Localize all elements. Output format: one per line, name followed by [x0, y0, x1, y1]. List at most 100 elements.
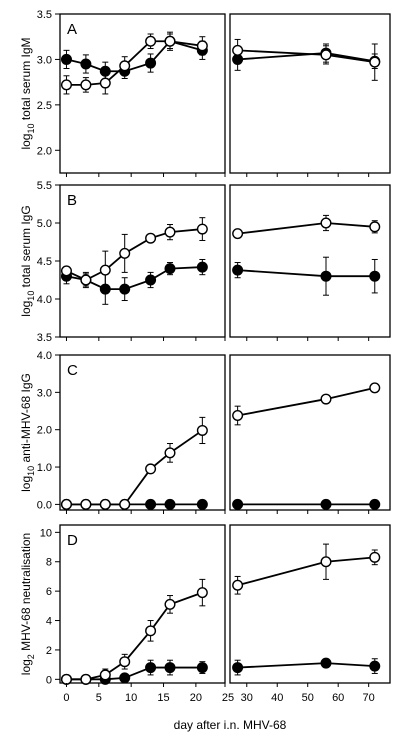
panel-a-open-point: [145, 35, 157, 47]
panel-a-ylabel: log10 total serum IgM: [19, 37, 36, 149]
panel-a-open-point: [232, 44, 244, 56]
panel-b-filled-point: [119, 283, 131, 295]
panel-b-open-point: [119, 247, 131, 259]
panel-a-open-point: [119, 60, 131, 72]
panel-a-ytick-label: 3.5: [37, 9, 52, 21]
x-tick-label: 10: [125, 692, 137, 704]
x-tick-label: 25: [222, 692, 234, 704]
panel-d-letter: D: [67, 532, 78, 549]
x-tick-label: 30: [241, 692, 253, 704]
panel-c-right-frame: [229, 354, 391, 511]
panel-d-open-series-line-right: [237, 556, 375, 587]
panel-a-right-frame: [229, 13, 391, 174]
x-tick-label: 15: [157, 692, 169, 704]
panel-b-open-point: [145, 232, 157, 244]
panel-d-ytick-label: 10: [40, 527, 52, 539]
panel-b-open-series-line-right: [237, 222, 375, 235]
panel-b-ytick-label: 5.5: [37, 180, 52, 192]
panel-b-left-frame: [59, 184, 226, 338]
panel-d-open-point: [60, 673, 72, 685]
panel-c-filled-point: [320, 498, 332, 510]
panel-b-filled-point: [232, 264, 244, 276]
panel-a-open-series-line-right: [237, 49, 375, 64]
panel-c-ytick-label: 0.0: [37, 499, 52, 511]
panel-d-ytick-label: 6: [46, 586, 52, 598]
panel-b-filled-point: [164, 263, 176, 275]
panel-c-ylabel: log10 anti-MHV-68 IgG: [19, 373, 36, 492]
panel-b-ytick-label: 5.0: [37, 218, 52, 230]
panel-b-open-point: [60, 265, 72, 277]
panel-a-open-point: [80, 79, 92, 91]
panel-a-open-point: [164, 35, 176, 47]
panel-a-filled-point: [145, 57, 157, 69]
panel-c-ytick-label: 3.0: [37, 387, 52, 399]
panel-c-open-point: [196, 424, 208, 436]
panel-d-filled-point: [320, 657, 332, 669]
panel-c-open-point: [99, 498, 111, 510]
panel-d-left-frame: [59, 524, 226, 684]
panel-a-filled-point: [60, 53, 72, 65]
panel-c-filled-point: [164, 498, 176, 510]
panel-d-filled-point: [119, 672, 131, 684]
x-tick-label: 50: [302, 692, 314, 704]
panel-a-ytick-label: 2.5: [37, 100, 52, 112]
panel-b-filled-series-line-right: [237, 269, 375, 278]
panel-a-ytick-label: 2.0: [37, 145, 52, 157]
panel-c-open-point: [232, 410, 244, 422]
x-tick-label: 5: [96, 692, 102, 704]
panel-d-open-point: [369, 551, 381, 563]
panel-c-ytick-label: 2.0: [37, 425, 52, 437]
panel-b-right-frame: [229, 184, 391, 338]
panel-b-ytick-label: 4.5: [37, 256, 52, 268]
panel-d-right-frame: [229, 524, 391, 684]
panel-a-open-point: [99, 77, 111, 89]
panel-d-filled-point: [369, 660, 381, 672]
panel-c-open-point: [80, 498, 92, 510]
x-tick-label: 0: [63, 692, 69, 704]
panel-c-open-point: [369, 382, 381, 394]
panel-d-open-point: [232, 579, 244, 591]
panel-c-filled-point: [145, 498, 157, 510]
panel-d-ytick-label: 8: [46, 557, 52, 569]
panel-c-open-point: [60, 498, 72, 510]
x-tick-label: 70: [363, 692, 375, 704]
panel-c-open-point: [119, 498, 131, 510]
panel-c-open-point: [320, 393, 332, 405]
panel-b-letter: B: [67, 192, 77, 209]
panel-b-filled-point: [145, 274, 157, 286]
panel-c-letter: C: [67, 362, 78, 379]
panel-d-open-series-line-left: [66, 591, 203, 681]
panel-d-open-point: [320, 556, 332, 568]
panel-b-open-point: [320, 217, 332, 229]
x-tick-label: 20: [190, 692, 202, 704]
panel-c-open-point: [145, 463, 157, 475]
panel-c-filled-point: [196, 498, 208, 510]
panel-d-ylabel: log2 MHV-68 neutralisation: [19, 533, 36, 675]
panel-a-letter: A: [67, 21, 77, 38]
panel-d-filled-point: [232, 662, 244, 674]
panel-b-ylabel: log10 total serum IgG: [19, 205, 36, 316]
panel-a-open-point: [196, 40, 208, 52]
panel-d-filled-point: [196, 662, 208, 674]
panel-d-open-point: [99, 669, 111, 681]
panel-d-open-point: [164, 598, 176, 610]
panel-d-open-point: [196, 587, 208, 599]
panel-c-left-frame: [59, 354, 226, 511]
panel-a-ytick-label: 3.0: [37, 54, 52, 66]
panel-b-filled-point: [320, 270, 332, 282]
panel-c-open-point: [164, 447, 176, 459]
panel-a-open-point: [60, 79, 72, 91]
panel-a-open-point: [369, 56, 381, 68]
panel-b-open-point: [99, 264, 111, 276]
panel-d-ytick-label: 2: [46, 645, 52, 657]
panel-c-open-series-line-left: [66, 429, 203, 506]
panel-d-ytick-label: 0: [46, 674, 52, 686]
panel-b-open-point: [164, 226, 176, 238]
panel-d-filled-series-line-right: [237, 662, 375, 669]
panel-c-open-series-line-right: [237, 386, 375, 417]
panel-b-open-point: [80, 274, 92, 286]
panel-b-filled-point: [196, 261, 208, 273]
panel-b-open-point: [369, 221, 381, 233]
panel-d-open-point: [145, 625, 157, 637]
